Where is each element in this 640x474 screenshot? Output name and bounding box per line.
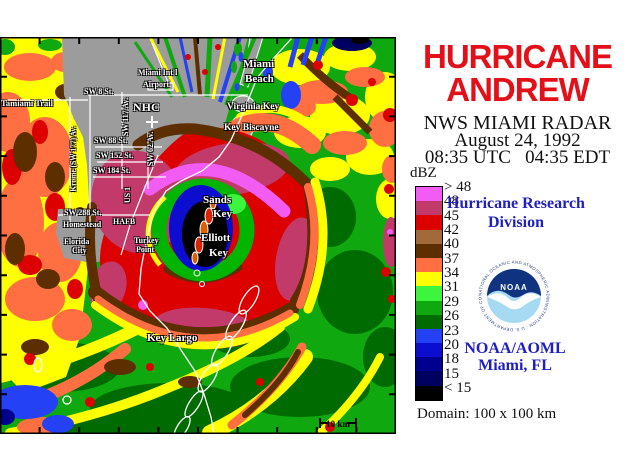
legend-value-20: 20: [444, 336, 459, 353]
legend-value-15: < 15: [444, 379, 472, 396]
legend-swatch-34: [416, 272, 442, 287]
radar-map-panel: 10 km Tamiami Trail SW 8 St. Miami Int'l Ai…: [0, 37, 396, 434]
hurricane-core: [85, 123, 396, 350]
radar-source-line: NWS MIAMI RADAR: [423, 112, 612, 134]
south-speckle: [0, 353, 335, 434]
legend-value-37: 37: [444, 250, 459, 267]
noaa-logo-wordmark: NOAA: [500, 283, 528, 292]
legend-value-40: 40: [444, 236, 459, 253]
legend-value-26: 26: [444, 308, 459, 325]
hrd-credit: Hurricane Research Division: [447, 195, 585, 231]
nhc-cross-marker: [146, 116, 158, 128]
legend-unit-label: dBZ: [410, 165, 437, 181]
airport-runway: [147, 82, 174, 91]
legend-swatch-31: [416, 286, 442, 301]
legend-value-45: 45: [444, 207, 459, 224]
time-line: 08:35 UTC 04:35 EDT: [424, 147, 611, 168]
range-ticks: [0, 37, 396, 434]
eye-islands: [191, 196, 217, 287]
legend-swatch-45: [416, 215, 442, 230]
legend-value-31: 31: [444, 279, 459, 296]
legend-value-48: > 48: [444, 179, 472, 195]
road-grid: [0, 42, 248, 256]
legend-value-18: 18: [444, 351, 459, 368]
legend-value-48: 48: [444, 193, 459, 210]
noaa-logo-gull: [487, 293, 541, 310]
legend-swatch-42: [416, 229, 442, 244]
radar-reflectivity-map: 10 km: [0, 37, 396, 434]
scale-bar: 10 km: [319, 418, 357, 429]
legend-color-scale: [415, 186, 443, 401]
eyewall-magenta-arc: [143, 163, 291, 218]
radar-streaks: [133, 37, 276, 106]
aoml-credit: NOAA/AOML Miami, FL: [420, 340, 610, 374]
outer-fringe-arcs: [91, 177, 328, 350]
legend-swatch-20: [416, 343, 442, 358]
west-green-specks: [0, 39, 62, 55]
northeast-rainbands: [270, 37, 396, 303]
legend-value-labels: > 48 48 45 42 40 37 34 31 29 26 23 20 18 15 < 15: [444, 180, 484, 400]
legend-swatch-48: [416, 187, 442, 202]
legend-swatch-29: [416, 300, 442, 315]
legend-swatch-37: [416, 257, 442, 273]
radar-border: [0, 37, 396, 434]
title-hurricane: HURRICANE: [423, 38, 613, 75]
bay-bands: [221, 104, 322, 154]
credit-line1: NOAA/AOML: [464, 340, 566, 357]
scale-bar-label: 10 km: [326, 419, 350, 429]
title-andrew: ANDREW: [446, 71, 589, 108]
legend-value-29: 29: [444, 293, 459, 310]
south-spiral-bands: [0, 316, 384, 434]
legend-swatch-48: [416, 201, 442, 216]
legend-swatch-18: [416, 357, 442, 372]
legend-swatch-15: [416, 371, 442, 386]
noaa-logo: NATIONAL OCEANIC AND ATMOSPHERIC ADMINIS…: [477, 259, 550, 333]
legend-swatch-15: [416, 385, 442, 400]
legend-value-23: 23: [444, 322, 459, 339]
legend-value-34: 34: [444, 265, 459, 282]
noaa-logo-dark-field: [487, 269, 541, 298]
domain-label: Domain: 100 x 100 km: [417, 406, 557, 422]
legend-value-15: 15: [444, 365, 459, 382]
legend-swatch-23: [416, 328, 442, 344]
legend-value-42: 42: [444, 222, 459, 239]
date-line: August 24, 1992: [454, 130, 581, 151]
legend-swatch-40: [416, 243, 442, 258]
coastline: [33, 37, 293, 434]
credit-line2: Miami, FL: [478, 357, 552, 374]
legend-swatch-26: [416, 314, 442, 329]
